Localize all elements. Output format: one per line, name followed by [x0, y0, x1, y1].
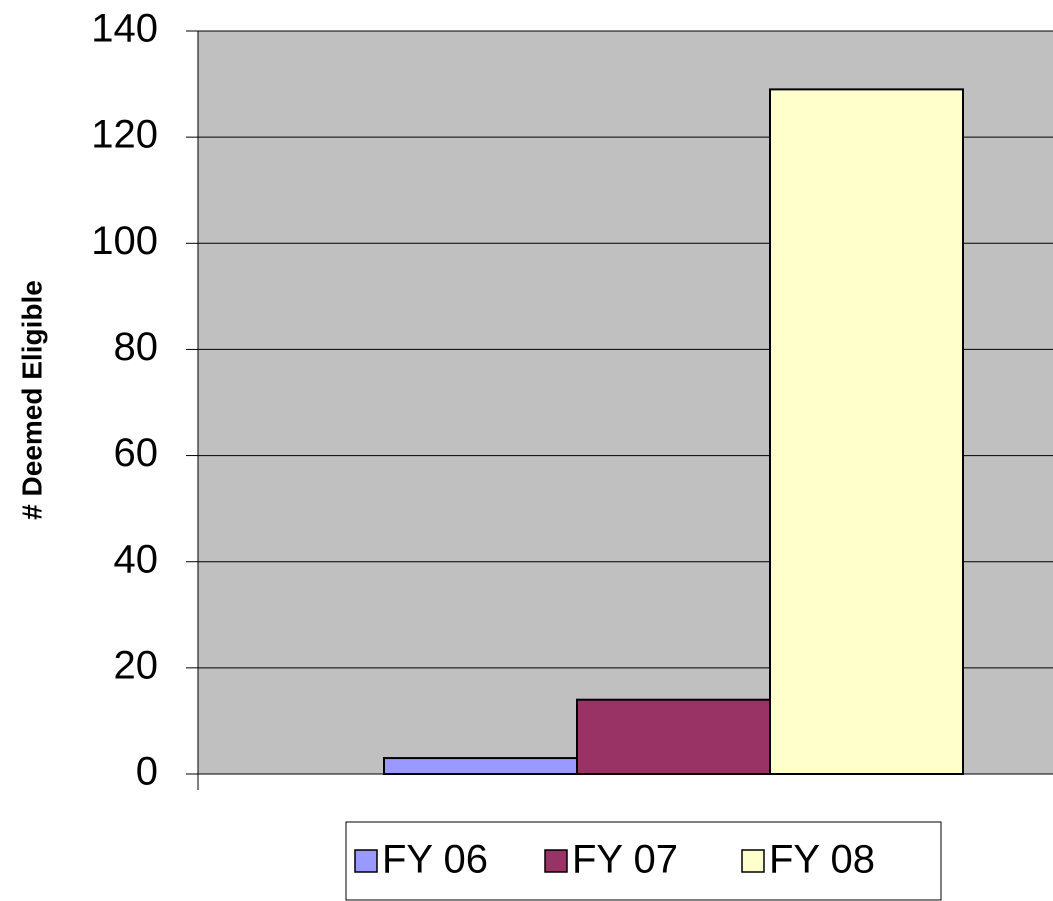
legend-swatch — [544, 849, 568, 873]
y-tick-label: 80 — [114, 325, 159, 369]
y-tick-label: 0 — [136, 750, 158, 794]
bar — [576, 698, 771, 776]
y-tick-label: 20 — [114, 643, 159, 687]
y-tick-label: 100 — [91, 219, 158, 263]
y-tick-label: 120 — [91, 113, 158, 157]
bar — [769, 88, 964, 775]
y-tick-label: 140 — [91, 7, 158, 51]
legend-swatch — [741, 849, 765, 873]
legend-swatch — [354, 849, 378, 873]
legend-label: FY 06 — [382, 838, 488, 882]
bar — [383, 757, 578, 775]
legend-label: FY 08 — [769, 838, 875, 882]
y-tick-label: 40 — [114, 537, 159, 581]
y-axis-label: # Deemed Eligible — [16, 280, 47, 520]
legend-box — [345, 821, 942, 901]
legend-label: FY 07 — [572, 838, 678, 882]
y-tick-label: 60 — [114, 431, 159, 475]
